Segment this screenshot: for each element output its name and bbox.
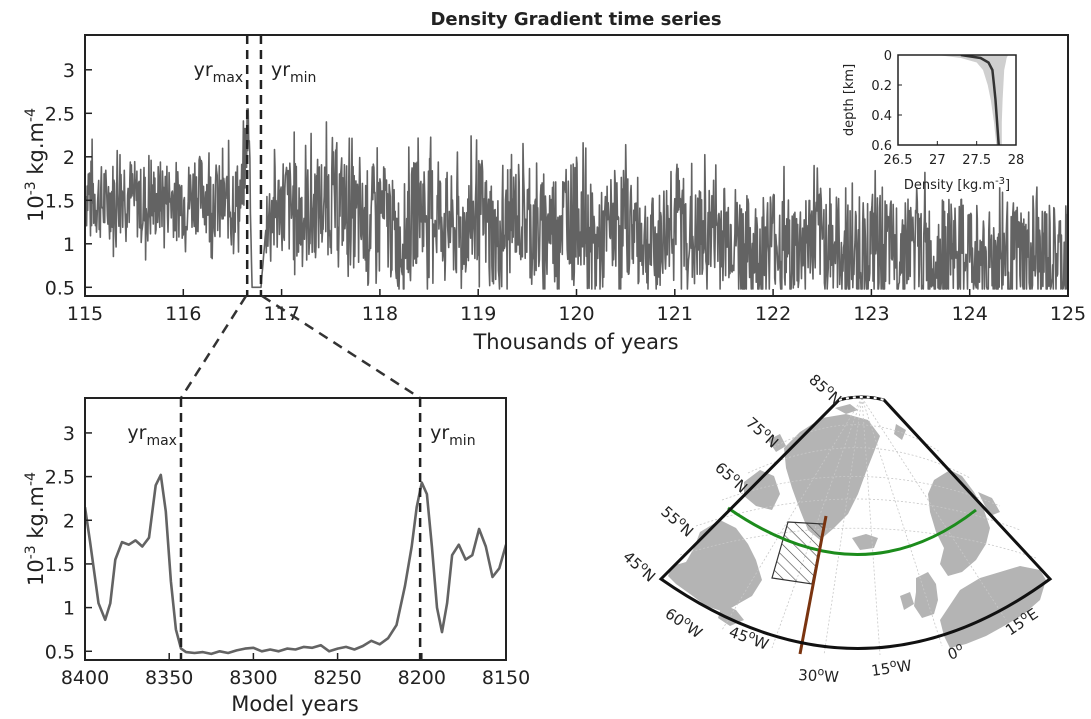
inset-axes-frame [897,54,1017,146]
x-tick-label: 124 [952,303,988,325]
top-vlines: yrmax yrmin [194,35,316,296]
graticule-50N [695,498,1021,531]
x-tick-label: 120 [558,303,594,325]
land-britain [914,572,938,618]
y-tick-label: 2 [63,510,75,532]
x-tick-label: 121 [657,303,693,325]
inset-mean-profile [960,55,1000,145]
bottom-x-ticks: 8400 8350 8300 8250 8200 8150 [61,653,530,689]
y-tick-label: 2.5 [45,467,75,489]
series-line [85,108,1068,290]
land-ireland [900,592,914,610]
x-tick-label: 8300 [229,667,277,689]
graticule-0 [861,397,943,647]
graticule-15E [861,397,1007,621]
series-line [85,473,506,656]
y-tick-label: 1.5 [45,554,75,576]
inset-x-tick-label: 27.5 [962,153,991,168]
top-x-ticks: 115 116 117 118 119 120 121 122 123 124 125 [67,289,1086,325]
zoom-connector-right [261,294,421,400]
bottom-x-axis-label: Model years [231,692,359,716]
lon-label-45W: 45oW [727,621,772,654]
x-tick-label: 118 [362,303,398,325]
lon-label-0: 0o [945,639,967,663]
inset-y-axis-label: depth [km] [842,64,857,136]
inset-y-tick-label: 0 [884,49,892,64]
y-tick-label: 2.5 [45,103,75,125]
zoom-connector-left [179,295,248,399]
y-tick-label: 0.5 [45,277,75,299]
lat-label-45N: 45oN [619,546,660,586]
land-ellesmere [768,434,786,452]
x-tick-label: 116 [165,303,201,325]
inset-x-tick-label: 28 [1008,153,1025,168]
land-kola [978,492,1000,516]
vline-label-max: yrmax [127,422,177,449]
bottom-y-ticks: 0.5 1 1.5 2 2.5 3 [45,423,92,663]
top-y-ticks: 0.5 1 1.5 2 2.5 3 [45,60,92,299]
vline-label-min: yrmin [430,422,475,449]
top-x-axis-label: Thousands of years [472,330,678,354]
vline-label-max: yrmax [194,59,244,86]
land-svalbard [894,424,906,440]
y-tick-label: 1 [63,234,75,256]
y-tick-label: 3 [63,423,75,445]
graticule-30W [823,397,863,656]
x-tick-label: 115 [67,303,103,325]
y-tick-label: 2 [63,147,75,169]
y-tick-label: 1.5 [45,190,75,212]
x-tick-label: 122 [755,303,791,325]
y-tick-label: 3 [63,60,75,82]
bottom-series-layer [85,473,506,656]
bottom-panel: yrmax yrmin 8400 8350 8300 8250 8200 8150 0.5 1… [23,397,530,716]
lon-label-15W: 15oW [870,654,913,679]
y-tick-label: 1 [63,598,75,620]
inset-x-tick-label: 26.5 [884,153,913,168]
lon-label-60W: 60oW [662,603,707,642]
inset-spread-band [937,55,1009,145]
map-frame-top-dots [838,396,885,401]
graticule-55N [721,476,1001,507]
inset-x-axis-label: Density [kg.m-3] [904,176,1010,193]
graticule-60W [721,397,863,631]
x-tick-label: 8250 [313,667,361,689]
lon-label-30W: 30oW [798,664,840,686]
land-arctic-island [835,404,858,414]
top-panel: Density Gradient time series yrmax yrmin … [23,9,1086,354]
inset-y-tick-label: 0.2 [871,79,892,94]
x-tick-label: 8350 [145,667,193,689]
graticule-45N [679,527,1037,559]
map-panel: 85oN 75oN 65oN 55oN 45oN 60oW 45oW 30oW … [619,371,1053,686]
bottom-axes-frame [84,397,507,661]
x-tick-label: 119 [460,303,496,325]
x-tick-label: 117 [263,303,299,325]
x-tick-label: 125 [1050,303,1086,325]
top-series-layer [85,108,1068,290]
green-line [727,506,977,556]
x-tick-label: 8200 [398,667,446,689]
inset-plot-layer [937,55,1009,145]
graticule-45W [771,397,863,649]
land-baffin [744,470,780,510]
inset-y-tick-label: 0.4 [871,109,892,124]
inset-y-tick-label: 0.6 [871,139,892,154]
x-tick-label: 8400 [61,667,109,689]
bottom-y-axis-label: 10-3 kg.m-4 [23,472,48,586]
x-tick-label: 8150 [482,667,530,689]
lat-label-55N: 55oN [657,501,698,541]
brown-line [798,515,828,655]
land-labrador [668,520,762,612]
x-tick-label: 123 [853,303,889,325]
top-chart-title: Density Gradient time series [430,9,721,30]
graticule-15W [861,397,881,656]
bottom-vlines: yrmax yrmin [127,398,476,660]
inset-ticks: 26.5 27 27.5 28 0 0.2 0.4 0.6 [871,49,1024,168]
top-y-axis-label: 10-3 kg.m-4 [23,108,48,222]
y-tick-label: 0.5 [45,641,75,663]
vline-label-min: yrmin [271,59,316,86]
inset-x-tick-label: 27 [929,153,946,168]
